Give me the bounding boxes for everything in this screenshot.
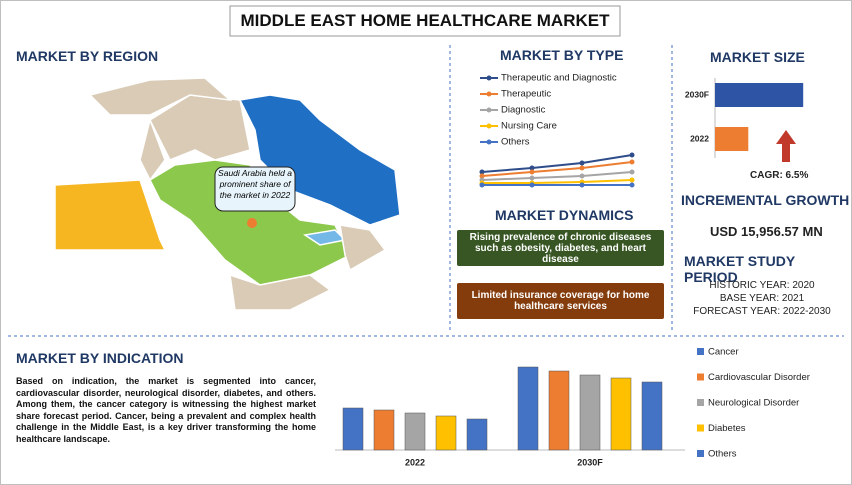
y-tick-label: 2022 bbox=[690, 133, 709, 143]
bar bbox=[517, 366, 539, 451]
series-line bbox=[482, 179, 633, 184]
section-heading: MARKET BY REGION bbox=[16, 48, 159, 64]
cagr: CAGR: 6.5% bbox=[750, 170, 809, 181]
callout-text: Saudi Arabia held a prominent share of t… bbox=[218, 168, 292, 200]
series-line bbox=[481, 154, 633, 173]
legend-marker bbox=[486, 123, 492, 129]
dynamics-item: Limited insurance coverage for home heal… bbox=[457, 283, 664, 319]
point bbox=[479, 173, 485, 179]
study-item: HISTORIC YEAR: 2020 bbox=[709, 280, 815, 291]
legend-swatch bbox=[697, 373, 704, 381]
point bbox=[629, 182, 635, 188]
legend-marker bbox=[486, 139, 492, 145]
section-heading: INCREMENTAL GROWTH bbox=[681, 192, 850, 208]
bar bbox=[610, 377, 632, 451]
study-item: FORECAST YEAR: 2022-2030 bbox=[693, 306, 831, 317]
section-heading: MARKET BY INDICATION bbox=[16, 350, 184, 366]
bar bbox=[641, 381, 663, 451]
point bbox=[529, 182, 535, 188]
point bbox=[479, 169, 485, 175]
point bbox=[579, 160, 585, 166]
series-line bbox=[481, 171, 633, 181]
map-marker bbox=[247, 218, 257, 228]
legend-label: Others bbox=[708, 449, 737, 460]
point bbox=[629, 177, 635, 183]
legend-marker bbox=[486, 91, 492, 97]
bar bbox=[466, 418, 488, 451]
bar bbox=[435, 415, 457, 451]
bar bbox=[715, 83, 804, 107]
study-item: BASE YEAR: 2021 bbox=[719, 293, 805, 304]
section-heading: MARKET BY TYPE bbox=[500, 47, 624, 63]
legend-label: Others bbox=[501, 137, 530, 148]
point bbox=[629, 159, 635, 165]
section-heading: MARKET STUDY PERIOD bbox=[684, 253, 795, 285]
legend-label: Neurological Disorder bbox=[708, 398, 799, 409]
bar bbox=[373, 409, 395, 451]
bar bbox=[715, 127, 749, 151]
point bbox=[579, 182, 585, 188]
callout-box bbox=[214, 166, 296, 212]
point bbox=[579, 165, 585, 171]
legend-swatch bbox=[697, 450, 704, 457]
legend-label: Nursing Care bbox=[501, 121, 557, 132]
bar bbox=[404, 412, 426, 451]
point bbox=[629, 152, 635, 158]
legend-label: Therapeutic and Diagnostic bbox=[501, 73, 617, 84]
legend-marker bbox=[486, 107, 492, 113]
series-line bbox=[481, 161, 633, 177]
title-box bbox=[229, 5, 621, 37]
point bbox=[479, 182, 485, 188]
section-heading: MARKET DYNAMICS bbox=[495, 207, 634, 223]
legend-label: Therapeutic bbox=[501, 89, 551, 100]
bar bbox=[579, 374, 601, 451]
legend-label: Diagnostic bbox=[501, 105, 546, 116]
point bbox=[529, 169, 535, 175]
page-title: MIDDLE EAST HOME HEALTHCARE MARKET bbox=[240, 11, 610, 30]
legend-swatch bbox=[697, 348, 704, 355]
point bbox=[629, 169, 635, 175]
section-heading: MARKET SIZE bbox=[710, 49, 805, 65]
bar bbox=[342, 407, 364, 451]
growth-value: USD 15,956.57 MN bbox=[710, 224, 823, 239]
legend-marker bbox=[486, 75, 492, 81]
legend-label: Cardiovascular Disorder bbox=[708, 372, 810, 383]
y-tick-label: 2030F bbox=[685, 89, 709, 99]
dynamics-item: Rising prevalence of chronic diseases su… bbox=[457, 230, 664, 266]
x-tick-label: 2022 bbox=[405, 457, 425, 467]
legend-label: Cancer bbox=[708, 347, 739, 358]
legend-label: Diabetes bbox=[708, 423, 746, 434]
legend-swatch bbox=[697, 399, 704, 406]
point bbox=[529, 175, 535, 181]
bar bbox=[548, 370, 570, 451]
indication-text: Based on indication, the market is segme… bbox=[16, 376, 316, 444]
point bbox=[579, 173, 585, 179]
x-tick-label: 2030F bbox=[577, 457, 603, 467]
legend-swatch bbox=[697, 424, 704, 432]
point bbox=[529, 165, 535, 171]
growth-arrow bbox=[776, 130, 796, 162]
